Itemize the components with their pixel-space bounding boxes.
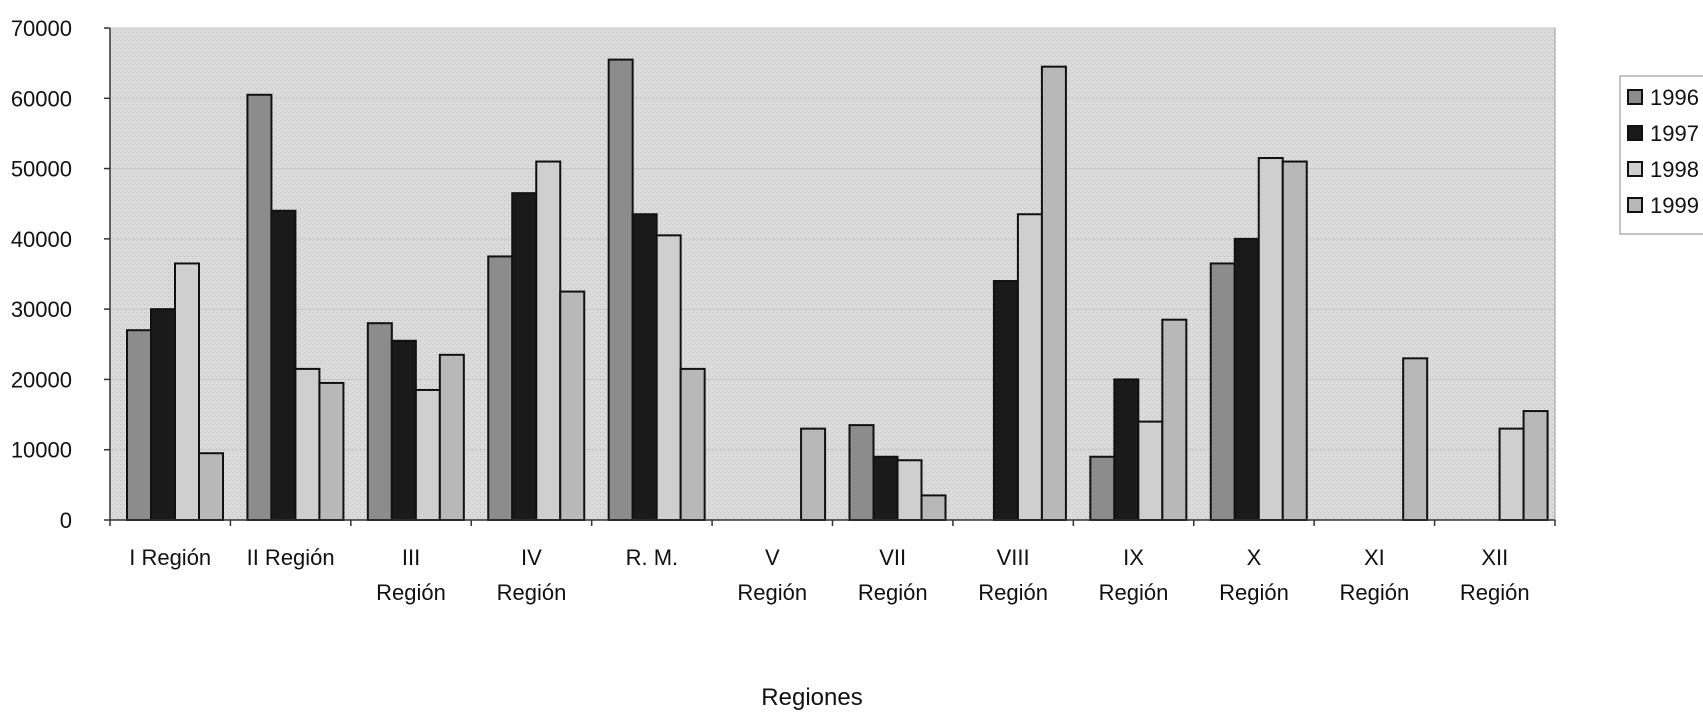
- bar-1999: [800, 427, 827, 521]
- grid: [110, 27, 1555, 451]
- bar-1997: [631, 213, 658, 521]
- bar-1998: [896, 459, 923, 521]
- legend-swatch-1997: [1627, 125, 1643, 141]
- bars: [126, 58, 1549, 522]
- bar-1999: [438, 353, 465, 522]
- x-tick-label: Región: [376, 580, 446, 605]
- bar-1999: [1040, 65, 1067, 522]
- bar-1996: [848, 424, 875, 521]
- legend: 1996 1997 1998 1999: [1619, 75, 1703, 235]
- bar-1996: [366, 322, 393, 522]
- x-tick-label: Región: [1460, 580, 1530, 605]
- bar-1999: [920, 494, 947, 521]
- plot-area: [109, 27, 1556, 521]
- x-tick-label: Región: [1340, 580, 1410, 605]
- bar-1999: [318, 381, 345, 522]
- bar-1996: [487, 255, 514, 521]
- legend-swatch-1998: [1627, 161, 1643, 177]
- bar-1996: [1089, 455, 1116, 521]
- bar-1999: [1402, 357, 1429, 522]
- bar-1998: [1137, 420, 1164, 522]
- bar-1996: [1209, 262, 1236, 521]
- bar-1997: [150, 308, 176, 521]
- bar-1998: [174, 262, 200, 521]
- bar-1997: [1113, 378, 1140, 521]
- y-tick-label: 50000: [11, 157, 72, 182]
- bar-1996: [126, 329, 152, 521]
- legend-label: 1997: [1650, 121, 1699, 146]
- bar-1998: [414, 388, 441, 521]
- y-tick-label: 70000: [11, 16, 72, 41]
- x-tick-label: Región: [497, 580, 567, 605]
- x-tick-label: Región: [1099, 580, 1169, 605]
- bar-1997: [390, 339, 417, 521]
- x-tick-label: XII: [1481, 545, 1508, 570]
- bar-1999: [1281, 160, 1308, 522]
- bar-1998: [1498, 427, 1525, 521]
- bar-1997: [1233, 237, 1260, 521]
- legend-swatch-1999: [1627, 197, 1643, 213]
- legend-label: 1998: [1650, 157, 1699, 182]
- bar-1997: [511, 192, 538, 522]
- bar-1996: [246, 93, 273, 522]
- x-tick-label: Región: [858, 580, 928, 605]
- legend-swatch-1996: [1627, 89, 1643, 105]
- x-axis-label: Regiones: [761, 684, 862, 711]
- x-tick-label: IV: [521, 545, 542, 570]
- x-tick-label: Región: [978, 580, 1048, 605]
- legend-label: 1999: [1650, 193, 1699, 218]
- x-tick-label: IX: [1123, 545, 1144, 570]
- x-tick-label: X: [1247, 545, 1262, 570]
- y-tick-label: 60000: [11, 86, 72, 111]
- x-tick-label: XI: [1364, 545, 1385, 570]
- y-tick-label: 10000: [11, 438, 72, 463]
- bar-1999: [559, 290, 586, 522]
- x-tick-label: II Región: [247, 545, 335, 570]
- y-tick-label: 30000: [11, 297, 72, 322]
- x-tick-label: III: [402, 545, 420, 570]
- bar-1999: [1522, 410, 1549, 521]
- x-tick-label: V: [765, 545, 780, 570]
- bar-1999: [198, 452, 224, 522]
- legend-label: 1996: [1650, 85, 1699, 110]
- bar-1999: [1161, 318, 1188, 521]
- bar-1997: [992, 280, 1019, 521]
- x-tick-label: VII: [879, 545, 906, 570]
- x-tick-label: R. M.: [626, 545, 679, 570]
- x-tick-label: I Región: [129, 545, 211, 570]
- bar-1997: [872, 455, 899, 521]
- bar-1996: [607, 58, 634, 521]
- bar-1998: [655, 234, 682, 521]
- bar-1998: [294, 367, 321, 521]
- bar-1999: [679, 367, 706, 521]
- bar-1998: [535, 160, 562, 522]
- bar-1998: [1257, 157, 1284, 521]
- bar-1997: [270, 209, 297, 521]
- x-tick-label: VIII: [997, 545, 1030, 570]
- axes: 0 10000 20000 30000 40000 50000 60000 70000 I Re…: [11, 16, 1556, 605]
- x-tick-label: Región: [737, 580, 807, 605]
- y-tick-label: 20000: [11, 367, 72, 392]
- bar-1998: [1016, 213, 1043, 521]
- y-tick-label: 0: [60, 508, 72, 533]
- y-tick-label: 40000: [11, 227, 72, 252]
- x-tick-label: Región: [1219, 580, 1289, 605]
